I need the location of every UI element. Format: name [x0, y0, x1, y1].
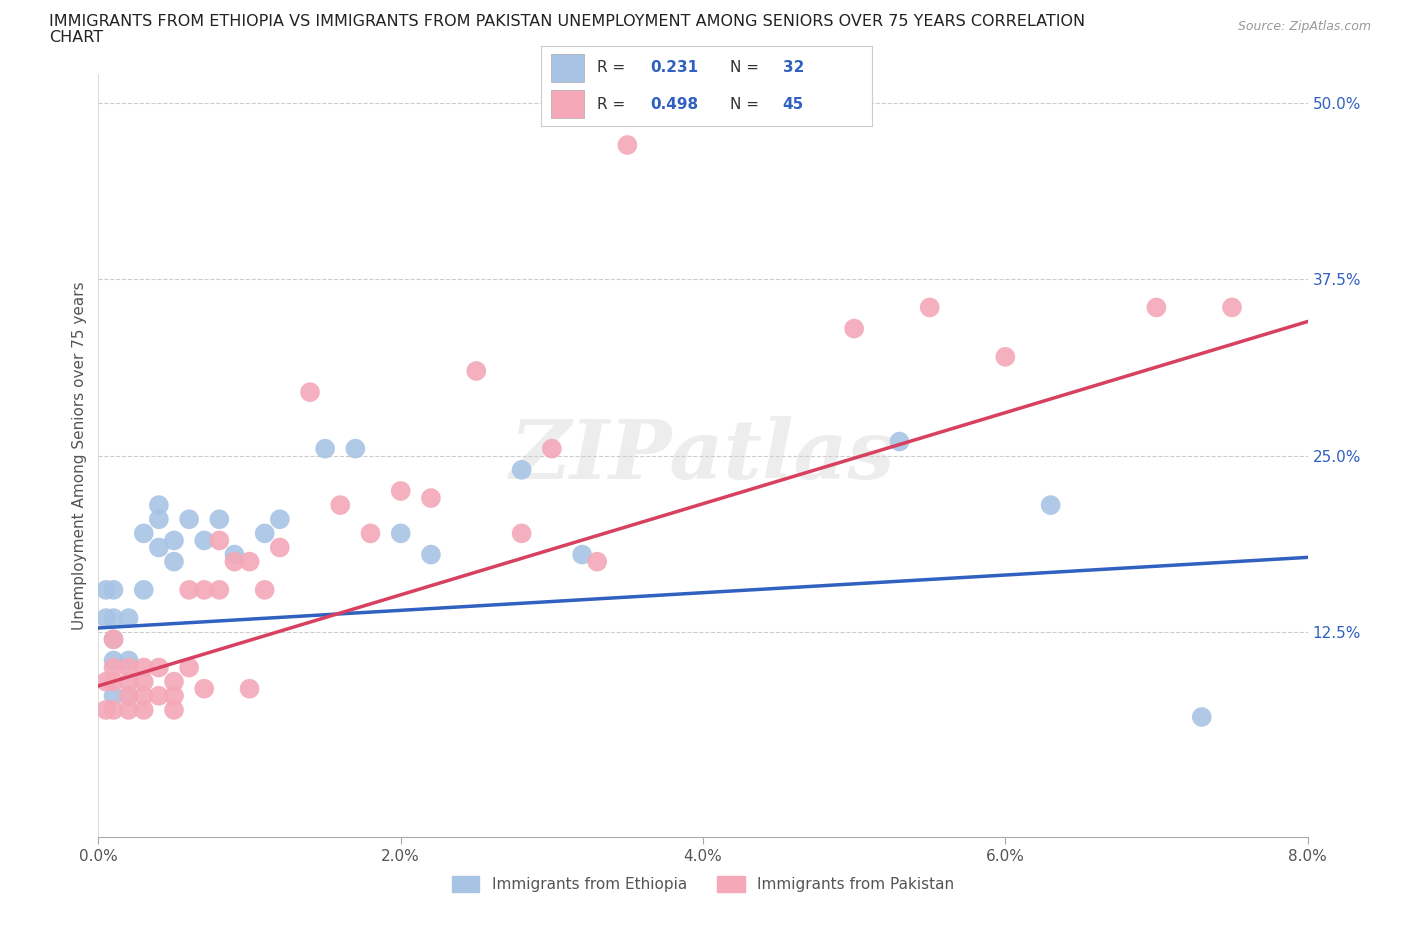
Point	[163, 688, 186, 703]
Point	[103, 582, 125, 597]
Point	[616, 138, 638, 153]
Point	[540, 441, 562, 456]
Point	[239, 682, 262, 697]
Point	[103, 631, 125, 646]
Point	[918, 300, 941, 315]
Point	[1146, 300, 1168, 315]
Point	[208, 512, 231, 526]
Point	[103, 688, 125, 703]
Point	[132, 688, 155, 703]
Point	[118, 653, 141, 668]
Point	[389, 526, 412, 541]
Point	[103, 653, 125, 668]
Point	[118, 688, 141, 703]
Point	[118, 611, 141, 626]
Point	[103, 611, 125, 626]
Y-axis label: Unemployment Among Seniors over 75 years: Unemployment Among Seniors over 75 years	[72, 282, 87, 630]
Point	[571, 547, 593, 562]
Text: N =: N =	[730, 60, 759, 75]
Point	[1039, 498, 1062, 512]
Point	[94, 582, 117, 597]
Point	[103, 674, 125, 689]
Point	[118, 674, 141, 689]
Point	[299, 385, 322, 400]
Text: Source: ZipAtlas.com: Source: ZipAtlas.com	[1237, 20, 1371, 33]
Point	[420, 491, 443, 506]
Point	[329, 498, 352, 512]
Text: IMMIGRANTS FROM ETHIOPIA VS IMMIGRANTS FROM PAKISTAN UNEMPLOYMENT AMONG SENIORS : IMMIGRANTS FROM ETHIOPIA VS IMMIGRANTS F…	[49, 14, 1085, 29]
Point	[1191, 710, 1213, 724]
Point	[1220, 300, 1243, 315]
Point	[193, 682, 215, 697]
Point	[148, 540, 170, 555]
Point	[269, 540, 291, 555]
Point	[163, 533, 186, 548]
Point	[224, 554, 246, 569]
Text: 0.498: 0.498	[651, 97, 699, 112]
Point	[239, 554, 262, 569]
Point	[163, 554, 186, 569]
FancyBboxPatch shape	[551, 90, 585, 118]
Point	[208, 533, 231, 548]
Point	[179, 582, 201, 597]
Point	[103, 660, 125, 675]
Point	[586, 554, 609, 569]
Point	[103, 702, 125, 717]
Point	[132, 582, 155, 597]
Point	[94, 702, 117, 717]
Legend: Immigrants from Ethiopia, Immigrants from Pakistan: Immigrants from Ethiopia, Immigrants fro…	[446, 870, 960, 898]
Text: ZIPatlas: ZIPatlas	[510, 416, 896, 496]
Point	[510, 526, 533, 541]
Point	[360, 526, 382, 541]
Point	[193, 582, 215, 597]
Text: CHART: CHART	[49, 30, 103, 45]
Point	[179, 512, 201, 526]
Point	[208, 582, 231, 597]
Text: 45: 45	[783, 97, 804, 112]
Point	[94, 674, 117, 689]
FancyBboxPatch shape	[551, 54, 585, 82]
Point	[253, 526, 276, 541]
Text: R =: R =	[598, 60, 626, 75]
Point	[889, 434, 911, 449]
Point	[132, 526, 155, 541]
Point	[118, 688, 141, 703]
Point	[148, 498, 170, 512]
Point	[132, 660, 155, 675]
Point	[193, 533, 215, 548]
Point	[510, 462, 533, 477]
Point	[94, 611, 117, 626]
Point	[344, 441, 367, 456]
Point	[148, 688, 170, 703]
Text: 0.231: 0.231	[651, 60, 699, 75]
Point	[118, 660, 141, 675]
Point	[163, 674, 186, 689]
Point	[224, 547, 246, 562]
Point	[118, 702, 141, 717]
Point	[269, 512, 291, 526]
Point	[148, 660, 170, 675]
Point	[314, 441, 336, 456]
Point	[148, 512, 170, 526]
Point	[420, 547, 443, 562]
Text: N =: N =	[730, 97, 759, 112]
Point	[253, 582, 276, 597]
Point	[994, 350, 1017, 365]
Point	[844, 321, 866, 336]
Point	[179, 660, 201, 675]
Point	[132, 674, 155, 689]
Point	[103, 631, 125, 646]
Point	[132, 702, 155, 717]
Point	[389, 484, 412, 498]
Text: R =: R =	[598, 97, 626, 112]
Text: 32: 32	[783, 60, 804, 75]
Point	[163, 702, 186, 717]
Point	[465, 364, 488, 379]
